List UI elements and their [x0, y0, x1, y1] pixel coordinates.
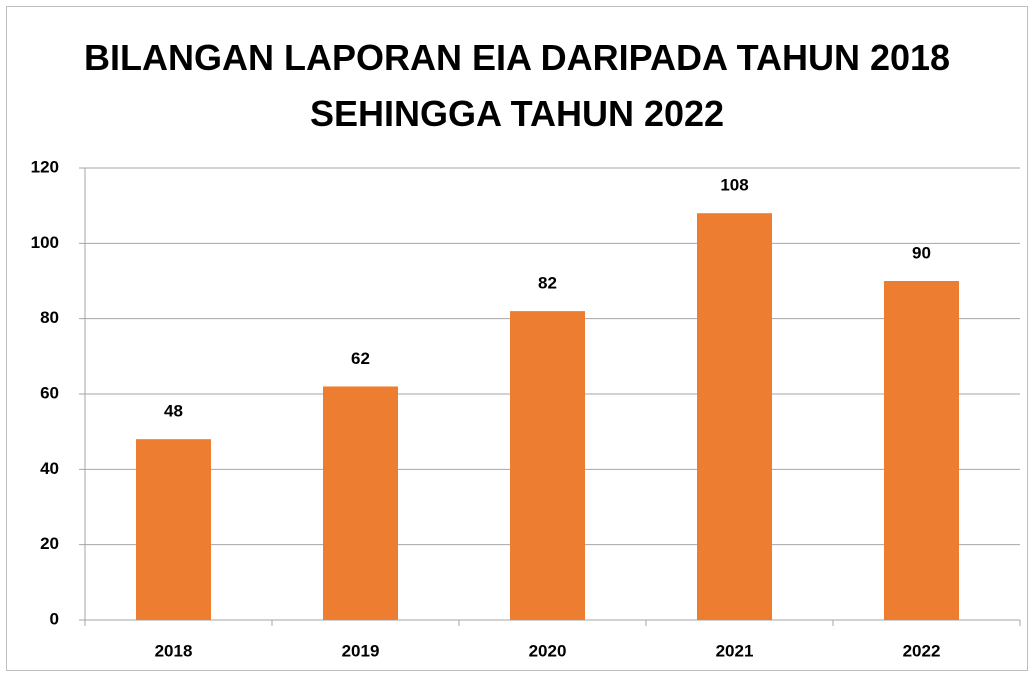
y-tick-label: 40 [40, 459, 59, 478]
data-label: 48 [164, 402, 183, 421]
bar [884, 281, 959, 620]
y-tick-label: 20 [40, 534, 59, 553]
data-label: 62 [351, 349, 370, 368]
bar [136, 439, 211, 620]
y-tick-label: 60 [40, 383, 59, 402]
chart-border [6, 6, 1028, 671]
bar [510, 311, 585, 620]
y-tick-label: 0 [50, 609, 59, 628]
y-tick-label: 100 [31, 233, 59, 252]
chart-title: BILANGAN LAPORAN EIA DARIPADA TAHUN 2018… [83, 37, 951, 134]
x-tick-label: 2021 [716, 641, 754, 660]
bar [697, 213, 772, 620]
x-tick-label: 2019 [342, 641, 380, 660]
bar [323, 386, 398, 620]
y-tick-label: 80 [40, 308, 59, 327]
data-label: 108 [720, 176, 748, 195]
x-tick-label: 2018 [155, 641, 193, 660]
data-label: 90 [912, 243, 931, 262]
data-label: 82 [538, 274, 557, 293]
x-tick-label: 2020 [529, 641, 567, 660]
y-tick-label: 120 [31, 157, 59, 176]
x-tick-label: 2022 [903, 641, 941, 660]
